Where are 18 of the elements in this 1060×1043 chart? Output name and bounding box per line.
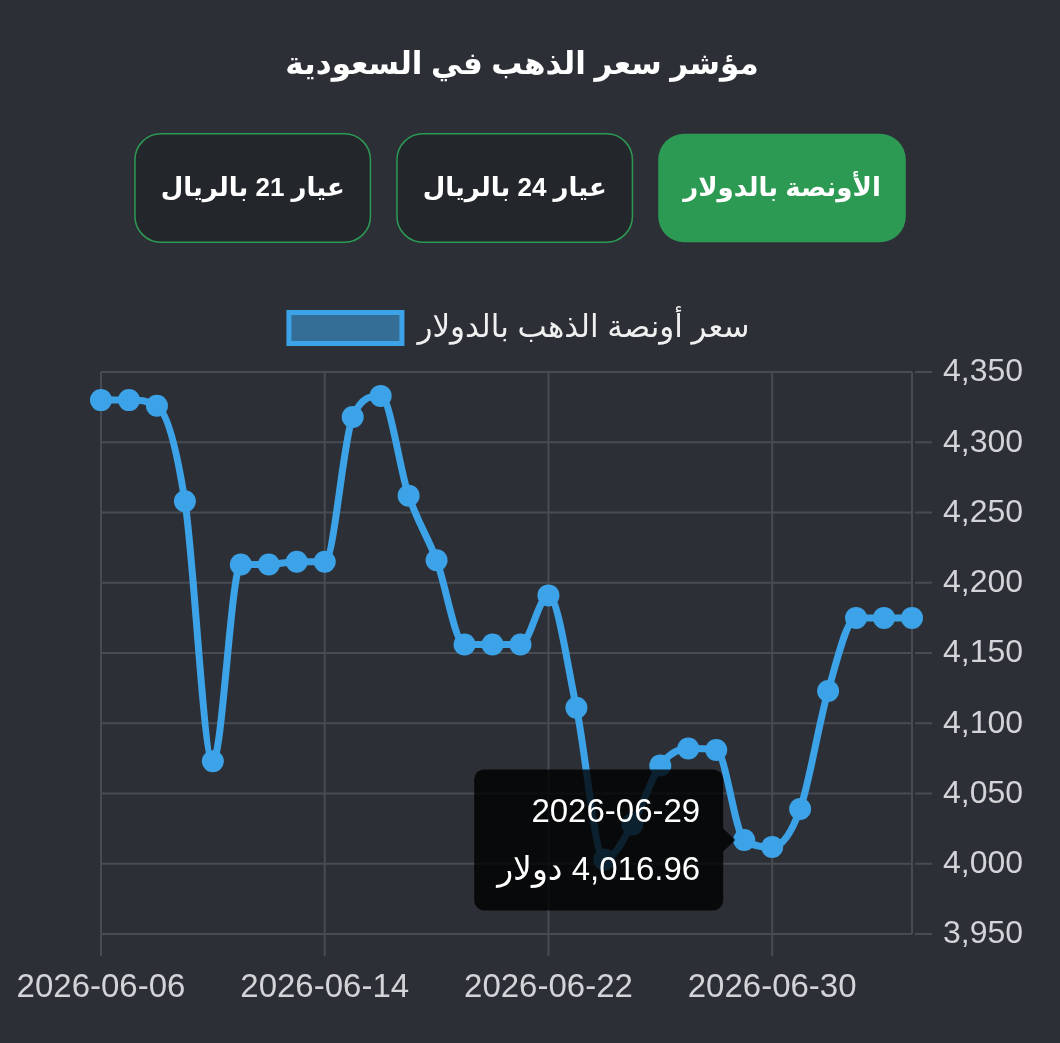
y-tick-label: 4,100 [943, 703, 1024, 740]
y-tick-label: 4,050 [943, 773, 1024, 810]
button: عيار 24 بالريال [396, 133, 634, 243]
y-tick-label: 4,250 [943, 492, 1024, 529]
x-tick-label: 2026-06-14 [240, 967, 410, 1004]
y-tick-label: 4,350 [943, 352, 1024, 389]
x-tick-label: 2026-06-22 [464, 967, 633, 1004]
y-tick-label: 4,000 [943, 844, 1024, 881]
y-tick-label: 4,300 [943, 422, 1024, 459]
title: مؤشر سعر الذهب في السعودية [285, 46, 759, 82]
button: الأونصة بالدولار [658, 133, 906, 243]
legend-label: سعر أونصة الذهب بالدولار [415, 306, 750, 346]
x-tick-label: 2026-06-06 [16, 967, 186, 1004]
button: عيار 21 بالريال [134, 133, 372, 243]
y-tick-label: 3,950 [943, 914, 1024, 951]
x-tick-label: 2026-06-30 [687, 967, 857, 1004]
y-tick-label: 4,150 [943, 633, 1024, 670]
y-tick-label: 4,200 [943, 563, 1024, 600]
